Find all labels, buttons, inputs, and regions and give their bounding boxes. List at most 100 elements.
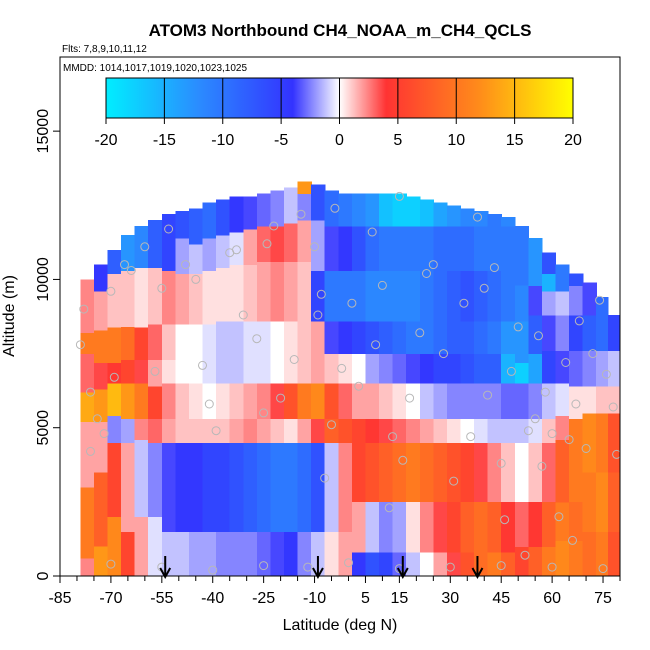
latitude-arrow xyxy=(471,556,484,580)
heatmap-cell xyxy=(216,234,231,268)
heatmap-cell xyxy=(596,412,609,473)
heatmap-cell xyxy=(433,418,448,443)
y-axis: 0 5000 10000 15000 xyxy=(35,109,60,580)
heatmap-cell xyxy=(365,353,380,384)
heatmap-cell xyxy=(406,196,421,227)
heatmap-cell xyxy=(311,320,326,384)
sample-point xyxy=(439,349,448,359)
colorbar-tick-label: 5 xyxy=(393,132,402,149)
heatmap-cell xyxy=(446,418,462,443)
heatmap-cell xyxy=(446,205,462,227)
heatmap-cell xyxy=(161,359,176,384)
heatmap-cell xyxy=(419,418,434,443)
heatmap-cell xyxy=(175,418,190,443)
heatmap-cell xyxy=(270,261,285,322)
heatmap-cell xyxy=(528,315,543,354)
heatmap-cell xyxy=(121,383,136,420)
heatmap-cell xyxy=(460,383,475,420)
heatmap-cell xyxy=(541,291,557,316)
heatmap-cell xyxy=(569,350,584,387)
sample-point xyxy=(296,209,306,219)
heatmap-cell xyxy=(365,552,380,576)
heatmap-cell xyxy=(121,270,136,328)
heatmap-cell xyxy=(297,383,312,420)
x-axis-label: Latitude (deg N) xyxy=(283,617,398,634)
heatmap-cell xyxy=(270,418,285,443)
heatmap-cell xyxy=(474,442,489,503)
sample-point xyxy=(316,289,326,299)
heatmap-cell xyxy=(351,383,367,420)
colorbar: -20 -15 -10 -5 0 5 10 15 20 xyxy=(94,77,582,149)
sample-point xyxy=(208,565,218,575)
sample-point xyxy=(398,455,408,465)
x-tick-label: -85 xyxy=(48,590,71,607)
sample-point xyxy=(608,402,618,412)
heatmap-cell xyxy=(202,323,217,384)
heatmap-cell xyxy=(324,353,339,384)
heatmap-cell xyxy=(93,291,109,331)
sample-point xyxy=(445,562,455,572)
sample-point xyxy=(191,274,201,284)
heatmap-cell xyxy=(392,501,407,553)
heatmap-cell xyxy=(406,552,421,576)
heatmap-cell xyxy=(338,442,353,532)
heatmap-cell xyxy=(80,558,95,576)
heatmap-cell xyxy=(406,442,421,503)
heatmap-cell xyxy=(107,442,122,517)
heatmap-cell xyxy=(569,540,584,576)
heatmap-cell xyxy=(569,285,584,316)
heatmap-cell xyxy=(528,383,543,420)
heatmap-cell xyxy=(379,383,394,420)
sample-point xyxy=(459,298,469,308)
heatmap-cell xyxy=(365,193,380,227)
heatmap-cell xyxy=(460,442,475,503)
heatmap-cell xyxy=(107,326,122,363)
sample-point xyxy=(574,316,584,326)
heatmap-cell xyxy=(297,531,312,576)
heatmap-cell xyxy=(256,226,271,262)
heatmap-cell xyxy=(338,193,353,227)
heatmap-cell xyxy=(148,386,163,420)
heatmap-cell xyxy=(107,516,122,576)
heatmap-cell xyxy=(460,501,475,553)
heatmap-cell xyxy=(419,199,434,227)
heatmap-cell xyxy=(202,418,217,443)
heatmap-cell xyxy=(446,442,462,503)
heatmap-cell xyxy=(392,383,407,420)
latitude-arrows xyxy=(159,556,484,580)
sample-point xyxy=(540,387,550,397)
heatmap-cell xyxy=(229,264,244,322)
heatmap-cell xyxy=(243,229,258,265)
heatmap-cell xyxy=(541,501,557,547)
heatmap-cell xyxy=(569,442,584,503)
y-tick-label: 10000 xyxy=(35,257,52,302)
heatmap-cell xyxy=(419,270,434,322)
x-tick-label: 60 xyxy=(543,590,561,607)
heatmap-cell xyxy=(501,217,516,227)
heatmap-cell xyxy=(406,501,421,553)
heatmap-cell xyxy=(528,285,543,316)
heatmap-cell xyxy=(379,442,394,503)
heatmap-cell xyxy=(433,202,448,227)
heatmap-cell xyxy=(175,211,190,239)
heatmap-cell xyxy=(487,442,502,503)
heatmap-cell xyxy=(406,270,421,322)
heatmap-cell xyxy=(419,320,434,354)
heatmap-cell xyxy=(216,418,231,443)
sample-point xyxy=(428,260,438,270)
heatmap-cell xyxy=(243,383,258,420)
heatmap-cell xyxy=(474,320,489,354)
heatmap-cell xyxy=(189,323,204,384)
heatmap-cell xyxy=(175,237,190,274)
heatmap-cell xyxy=(297,442,312,532)
heatmap-cell xyxy=(270,190,285,227)
x-axis: -85 -70 -55 -40 -25 -10 5 15 30 45 60 75 xyxy=(48,576,621,607)
heatmap-cell xyxy=(406,418,421,443)
heatmap-cell xyxy=(284,320,299,384)
sample-point xyxy=(109,372,119,382)
heatmap-cell xyxy=(216,531,231,576)
heatmap-cell xyxy=(107,415,122,443)
heatmap-cell xyxy=(406,383,421,420)
heatmap-cell xyxy=(338,531,353,576)
heatmap-cell xyxy=(107,383,122,417)
